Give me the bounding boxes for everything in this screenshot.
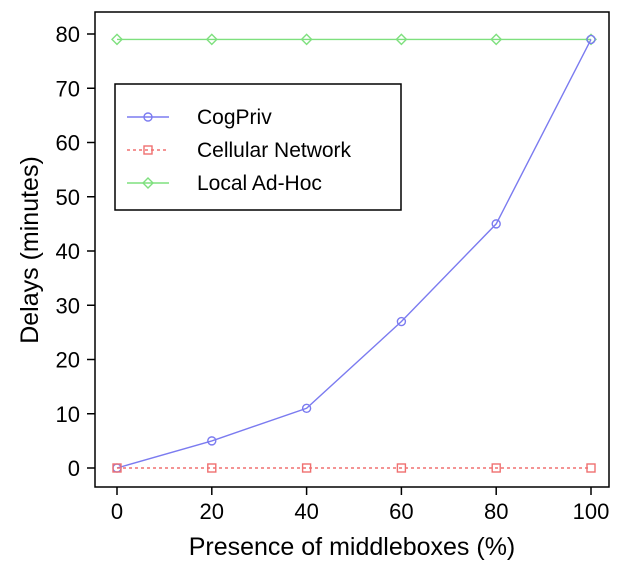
y-axis: 0 10 20 30 40 50 60 70 80 xyxy=(56,22,95,481)
data-point-local-ad-hoc xyxy=(205,33,218,46)
legend: CogPriv Cellular Network Local Ad-Hoc xyxy=(114,83,402,211)
y-axis-title: Delays (minutes) xyxy=(16,156,44,344)
data-point-local-ad-hoc xyxy=(300,33,313,46)
y-tick-label: 70 xyxy=(56,76,80,101)
x-tick-label: 40 xyxy=(294,499,318,524)
legend-label: CogPriv xyxy=(197,106,272,129)
data-point-local-ad-hoc xyxy=(395,33,408,46)
legend-items: CogPriv Cellular Network Local Ad-Hoc xyxy=(127,106,352,195)
legend-label: Local Ad-Hoc xyxy=(197,172,322,195)
y-tick-label: 30 xyxy=(56,293,80,318)
plot-frame xyxy=(94,11,610,488)
x-tick-label: 80 xyxy=(484,499,508,524)
data-point-cellular-network xyxy=(586,463,596,473)
x-tick-label: 20 xyxy=(200,499,224,524)
legend-marker xyxy=(143,112,153,122)
y-tick-label: 10 xyxy=(56,402,80,427)
legend-box xyxy=(114,83,402,211)
series-cellular-network xyxy=(112,463,596,473)
legend-marker xyxy=(143,145,153,155)
legend-label: Cellular Network xyxy=(197,139,352,162)
series-line-cogpriv xyxy=(116,39,592,469)
legend-item-cellular-network: Cellular Network xyxy=(127,139,352,162)
data-point-cellular-network xyxy=(396,463,407,473)
series-layer xyxy=(111,33,597,473)
data-point-local-ad-hoc xyxy=(111,33,123,46)
x-tick-label: 60 xyxy=(389,499,413,524)
legend-item-local-ad-hoc: Local Ad-Hoc xyxy=(127,172,322,195)
data-point-cogpriv xyxy=(491,219,501,229)
data-point-cellular-network xyxy=(491,463,501,473)
series-local-ad-hoc xyxy=(111,33,597,46)
y-tick-label: 40 xyxy=(56,239,80,264)
data-point-cellular-network xyxy=(207,463,217,473)
data-point-cogpriv xyxy=(207,436,217,446)
y-tick-label: 50 xyxy=(56,185,80,210)
x-tick-label: 100 xyxy=(573,499,610,524)
data-point-cellular-network xyxy=(112,463,122,473)
y-tick-label: 60 xyxy=(56,131,80,156)
data-point-local-ad-hoc xyxy=(490,33,503,46)
data-point-cogpriv xyxy=(586,34,596,45)
data-point-cogpriv xyxy=(396,316,407,327)
x-tick-label: 0 xyxy=(111,499,123,524)
x-axis: 0 20 40 60 80 100 xyxy=(111,487,609,524)
x-axis-title: Presence of middleboxes (%) xyxy=(189,533,516,561)
y-tick-label: 20 xyxy=(56,348,80,373)
data-point-cogpriv xyxy=(301,403,312,414)
legend-marker xyxy=(142,177,154,189)
legend-item-cogpriv: CogPriv xyxy=(127,106,272,129)
data-point-cellular-network xyxy=(301,463,312,473)
y-tick-label: 80 xyxy=(56,22,80,47)
y-tick-label: 0 xyxy=(68,456,80,481)
